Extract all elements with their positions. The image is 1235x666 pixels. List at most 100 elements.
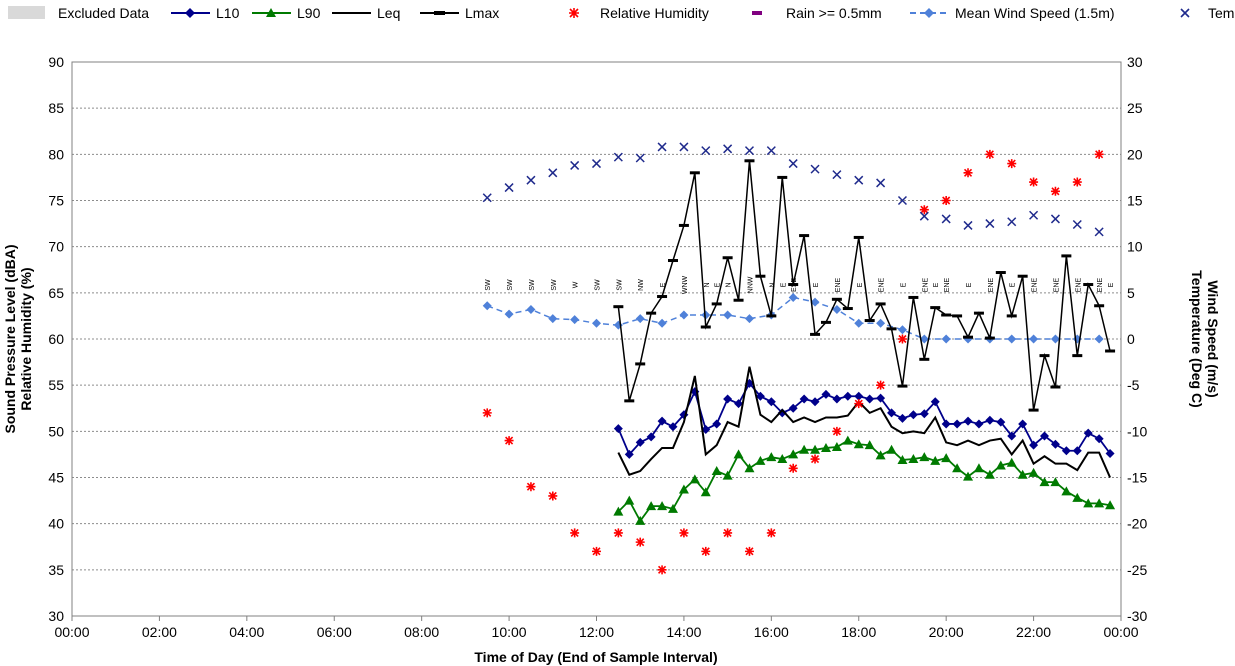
- temp-marker: [788, 159, 798, 169]
- y2-tick-label: 15: [1127, 193, 1143, 209]
- l10-marker: [755, 391, 765, 401]
- y-tick-label: 90: [48, 54, 64, 70]
- wind-direction-label: ENE: [944, 277, 951, 292]
- l10-marker: [908, 410, 918, 420]
- humidity-marker: [548, 491, 558, 501]
- l10-marker: [1072, 446, 1082, 456]
- l10-marker: [985, 415, 995, 425]
- wind-direction-label: WNW: [682, 275, 689, 294]
- l10-marker: [1040, 431, 1050, 441]
- wind-marker: [1094, 334, 1104, 344]
- y-tick-label: 65: [48, 285, 64, 301]
- l90-marker: [995, 460, 1006, 470]
- temp-marker: [548, 168, 558, 178]
- wind-direction-label: E: [813, 282, 820, 287]
- l90-marker: [657, 501, 668, 511]
- l10-marker: [897, 413, 907, 423]
- l90-marker: [952, 463, 963, 473]
- l90-marker: [635, 515, 646, 525]
- humidity-marker: [985, 149, 995, 159]
- l90-marker: [941, 453, 952, 463]
- l90-marker: [722, 470, 733, 480]
- temp-marker: [1094, 227, 1104, 237]
- legend-label-l90: L90: [297, 5, 321, 21]
- l90-marker: [810, 444, 821, 454]
- humidity-marker: [1094, 149, 1104, 159]
- y-axis-right-title: Wind Speed (m/s) Temperature (Deg C): [1189, 270, 1221, 407]
- humidity-marker: [1072, 177, 1082, 187]
- l10-marker: [974, 419, 984, 429]
- l90-marker: [984, 469, 995, 479]
- l90-marker: [799, 444, 810, 454]
- humidity-marker: [897, 334, 907, 344]
- wind-marker: [570, 315, 580, 325]
- wind-marker: [876, 318, 886, 328]
- temp-marker: [854, 175, 864, 185]
- series-l90: [613, 435, 1116, 525]
- legend-label-lmax: Lmax: [465, 5, 499, 21]
- x-tick-label: 10:00: [492, 624, 527, 640]
- wind-line: [486, 296, 1100, 340]
- l10-marker: [766, 397, 776, 407]
- wind-direction-label: SW: [485, 279, 492, 291]
- y-tick-label: 60: [48, 331, 64, 347]
- y-axis-right-title-line1: Wind Speed (m/s): [1205, 280, 1221, 397]
- lmax-line: [617, 160, 1111, 411]
- humidity-marker: [679, 528, 689, 538]
- l90-marker: [667, 503, 678, 513]
- l90-marker: [842, 435, 853, 445]
- series-lmax: [613, 159, 1116, 412]
- y2-tick-label: 0: [1127, 331, 1135, 347]
- x-tick-label: 22:00: [1016, 624, 1051, 640]
- humidity-marker: [1029, 177, 1039, 187]
- wind-direction-label: ENE: [835, 277, 842, 292]
- legend: Excluded Data L10 L90 Leq Lmax Relative …: [8, 5, 1235, 21]
- wind-marker: [854, 318, 864, 328]
- l90-marker: [1050, 477, 1061, 487]
- l90-marker: [919, 452, 930, 462]
- temp-marker: [985, 219, 995, 229]
- l90-marker: [700, 487, 711, 497]
- humidity-marker: [766, 528, 776, 538]
- l10-marker: [941, 419, 951, 429]
- l90-marker: [930, 455, 941, 465]
- l90-marker: [963, 471, 974, 481]
- wind-direction-label: NW: [638, 279, 645, 291]
- wind-direction-label: E: [715, 282, 722, 287]
- wind-direction-label: SW: [551, 279, 558, 291]
- wind-direction-label: SW: [616, 279, 623, 291]
- temp-marker: [657, 142, 667, 152]
- temp-marker: [1072, 219, 1082, 230]
- temp-marker: [897, 195, 907, 206]
- l90-marker: [1006, 457, 1017, 467]
- l90-marker: [755, 455, 766, 465]
- l90-marker: [777, 454, 788, 464]
- wind-direction-label: ENE: [1097, 277, 1104, 292]
- wind-direction-label: E: [900, 282, 907, 287]
- wind-marker: [832, 304, 842, 314]
- wind-marker: [744, 314, 754, 324]
- legend-label-l10: L10: [216, 5, 240, 21]
- humidity-marker: [570, 528, 580, 538]
- temp-marker: [570, 160, 580, 170]
- temp-marker: [701, 146, 711, 156]
- temp-marker: [613, 152, 623, 162]
- l90-marker: [788, 449, 799, 459]
- l10-marker: [1105, 448, 1115, 458]
- y-tick-label: 85: [48, 100, 64, 116]
- wind-marker: [504, 309, 514, 319]
- wind-direction-label: ENE: [922, 277, 929, 292]
- temp-marker: [919, 211, 929, 221]
- l90-marker: [886, 444, 897, 454]
- x-tick-label: 00:00: [54, 624, 89, 640]
- l90-marker: [1094, 498, 1105, 508]
- l10-marker: [810, 397, 820, 407]
- l10-marker: [646, 432, 656, 442]
- plot-frame: [71, 61, 1122, 617]
- wind-marker: [941, 334, 951, 344]
- legend-swatch-temp: [1180, 8, 1190, 18]
- temp-marker: [876, 178, 886, 188]
- l10-marker: [668, 422, 678, 432]
- humidity-marker: [941, 196, 951, 205]
- legend-label-leq: Leq: [377, 5, 400, 21]
